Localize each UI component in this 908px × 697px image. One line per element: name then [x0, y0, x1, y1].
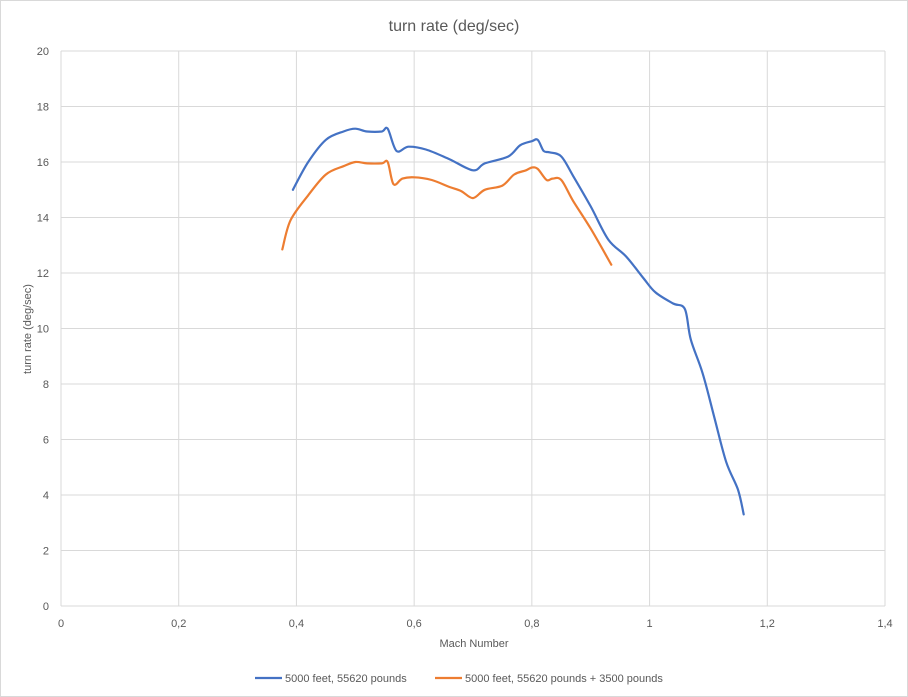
legend-label-2: 5000 feet, 55620 pounds + 3500 pounds	[465, 673, 663, 685]
chart-title: turn rate (deg/sec)	[389, 18, 520, 35]
y-tick-label: 4	[43, 490, 49, 502]
x-axis-title: Mach Number	[439, 638, 508, 650]
x-tick-label: 0	[58, 618, 64, 630]
y-tick-label: 6	[43, 435, 49, 447]
y-tick-label: 0	[43, 601, 49, 613]
y-axis-title: turn rate (deg/sec)	[22, 284, 34, 374]
x-tick-label: 1	[647, 618, 653, 630]
legend-label-1: 5000 feet, 55620 pounds	[285, 673, 407, 685]
y-tick-label: 16	[37, 157, 49, 169]
y-tick-label: 20	[37, 46, 49, 58]
y-tick-label: 12	[37, 268, 49, 280]
series-line-2	[281, 159, 613, 266]
x-axis: 0 0,2 0,4 0,6 0,8 1 1,2 1,4	[58, 618, 893, 630]
series-layer	[281, 126, 745, 516]
y-tick-label: 18	[37, 102, 49, 114]
y-tick-label: 14	[37, 213, 49, 225]
legend: 5000 feet, 55620 pounds 5000 feet, 55620 …	[255, 673, 663, 685]
y-axis: 0 2 4 6 8 10 12 14 16 18 20	[37, 46, 49, 613]
y-tick-label: 10	[37, 324, 49, 336]
y-tick-label: 8	[43, 379, 49, 391]
x-tick-label: 1,4	[877, 618, 892, 630]
x-tick-label: 0,2	[171, 618, 186, 630]
x-tick-label: 0,8	[524, 618, 539, 630]
x-tick-label: 0,6	[406, 618, 421, 630]
x-tick-label: 1,2	[760, 618, 775, 630]
y-tick-label: 2	[43, 546, 49, 558]
series-line-1	[291, 126, 745, 516]
x-tick-label: 0,4	[289, 618, 304, 630]
grid	[60, 50, 886, 607]
